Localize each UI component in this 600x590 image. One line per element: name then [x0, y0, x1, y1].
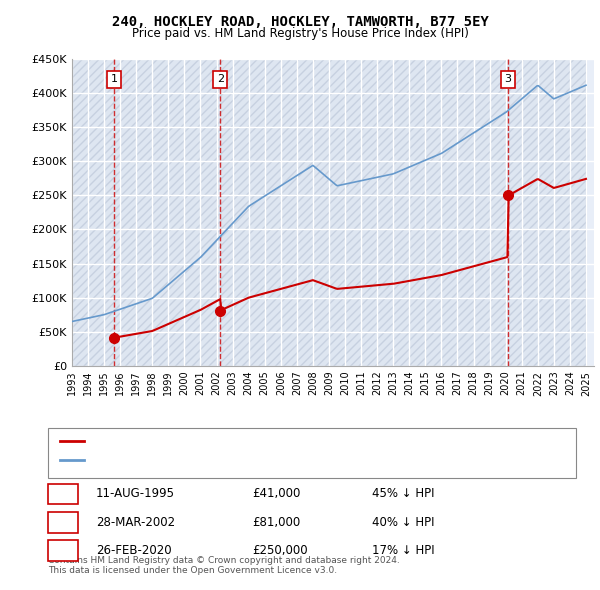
Text: HPI: Average price, detached house, Tamworth: HPI: Average price, detached house, Tamw… [90, 455, 334, 465]
Text: 3: 3 [59, 544, 67, 557]
Text: £81,000: £81,000 [252, 516, 300, 529]
Text: Contains HM Land Registry data © Crown copyright and database right 2024.
This d: Contains HM Land Registry data © Crown c… [48, 556, 400, 575]
Text: £41,000: £41,000 [252, 487, 301, 500]
Text: 28-MAR-2002: 28-MAR-2002 [96, 516, 175, 529]
Text: 26-FEB-2020: 26-FEB-2020 [96, 544, 172, 557]
Text: 45% ↓ HPI: 45% ↓ HPI [372, 487, 434, 500]
Text: 240, HOCKLEY ROAD, HOCKLEY, TAMWORTH, B77 5EY: 240, HOCKLEY ROAD, HOCKLEY, TAMWORTH, B7… [112, 15, 488, 29]
Text: 1: 1 [59, 487, 67, 500]
Text: 17% ↓ HPI: 17% ↓ HPI [372, 544, 434, 557]
Text: 2: 2 [217, 74, 224, 84]
Text: £250,000: £250,000 [252, 544, 308, 557]
Text: 240, HOCKLEY ROAD, HOCKLEY, TAMWORTH, B77 5EY (detached house): 240, HOCKLEY ROAD, HOCKLEY, TAMWORTH, B7… [90, 436, 466, 445]
Text: 3: 3 [505, 74, 512, 84]
Text: Price paid vs. HM Land Registry's House Price Index (HPI): Price paid vs. HM Land Registry's House … [131, 27, 469, 40]
Text: 2: 2 [59, 516, 67, 529]
Text: 40% ↓ HPI: 40% ↓ HPI [372, 516, 434, 529]
Text: 11-AUG-1995: 11-AUG-1995 [96, 487, 175, 500]
Text: 1: 1 [110, 74, 118, 84]
